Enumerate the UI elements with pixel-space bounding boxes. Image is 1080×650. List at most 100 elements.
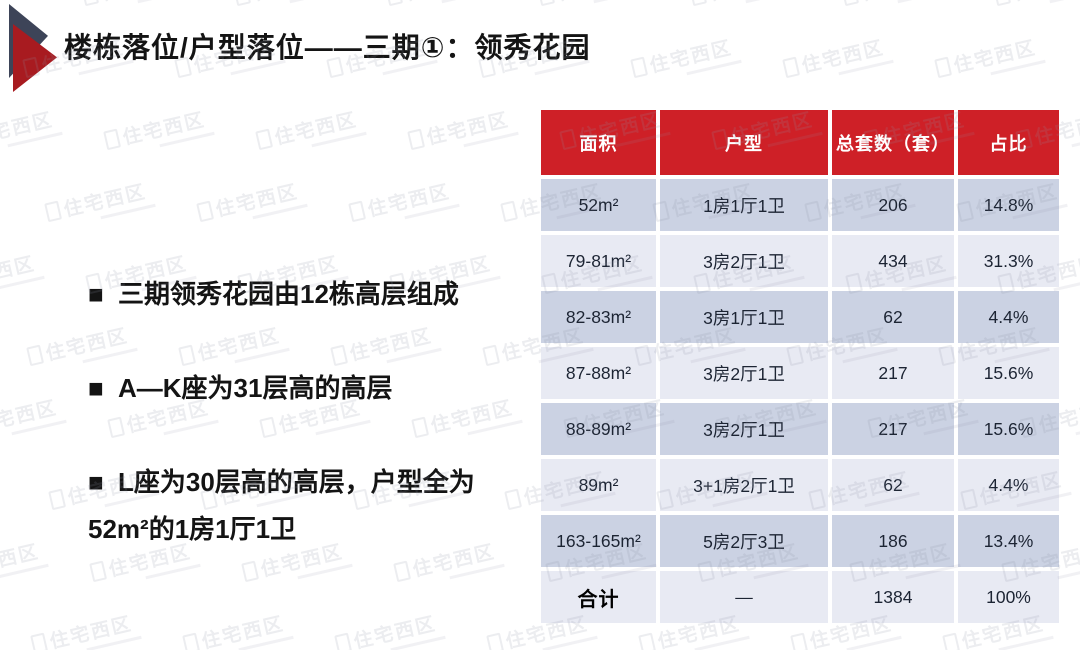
watermark-text: 住宅西区: [424, 105, 512, 150]
watermark-logo-icon: [30, 632, 49, 650]
table-cell: 217: [832, 347, 954, 399]
watermark-logo-icon: [782, 56, 801, 79]
table-cell: 82-83m²: [541, 291, 656, 343]
table-cell: 4.4%: [958, 459, 1059, 511]
table-cell: 206: [832, 179, 954, 231]
watermark: 住宅西区: [195, 177, 301, 226]
watermark-text: 住宅西区: [61, 177, 149, 222]
watermark-text: 住宅西区: [858, 0, 946, 6]
table-cell: 62: [832, 459, 954, 511]
watermark-logo-icon: [241, 560, 260, 583]
watermark: 住宅西区: [0, 393, 60, 442]
watermark: 住宅西区: [80, 0, 186, 10]
watermark: 住宅西区: [181, 609, 287, 650]
table-cell: 434: [832, 235, 954, 287]
watermark-logo-icon: [689, 0, 708, 7]
table-header-cell: 面积: [541, 110, 656, 175]
watermark-logo-icon: [500, 200, 519, 223]
watermark-text: 住宅西区: [0, 249, 38, 294]
table-header-cell: 户型: [660, 110, 828, 175]
watermark: 住宅西区: [406, 105, 512, 154]
bullet-text: L座为30层高的高层，户型全为 52m²的1房1厅1卫: [88, 467, 475, 544]
slide-logo: [0, 0, 70, 100]
watermark-logo-icon: [638, 632, 657, 650]
watermark-logo-icon: [89, 560, 108, 583]
watermark-text: 住宅西区: [0, 393, 60, 438]
watermark-logo-icon: [182, 632, 201, 650]
table-cell: 3+1房2厅1卫: [660, 459, 828, 511]
watermark-logo-icon: [407, 128, 426, 151]
table-cell: 31.3%: [958, 235, 1059, 287]
table-cell: 3房2厅1卫: [660, 403, 828, 455]
watermark: 住宅西区: [840, 0, 946, 10]
watermark: 住宅西区: [333, 609, 439, 650]
bullet-item: ■ A—K座为31层高的高层: [58, 318, 542, 412]
watermark-text: 住宅西区: [199, 609, 287, 650]
table-cell: 88-89m²: [541, 403, 656, 455]
watermark-logo-icon: [255, 128, 274, 151]
bullet-square-icon: ■: [88, 279, 104, 309]
watermark: 住宅西区: [933, 33, 1039, 82]
table-cell: 62: [832, 291, 954, 343]
watermark: 住宅西区: [29, 609, 135, 650]
bullet-item: ■ 三期领秀花园由12栋高层组成: [58, 224, 542, 318]
table-cell: 14.8%: [958, 179, 1059, 231]
bullet-square-icon: ■: [88, 373, 104, 403]
table-cell: 87-88m²: [541, 347, 656, 399]
table-header-cell: 总套数（套）: [832, 110, 954, 175]
watermark: 住宅西区: [254, 105, 360, 154]
watermark-text: 住宅西区: [272, 105, 360, 150]
watermark-logo-icon: [790, 632, 809, 650]
watermark-text: 住宅西区: [554, 0, 642, 6]
watermark-logo-icon: [993, 0, 1012, 7]
watermark-text: 住宅西区: [98, 0, 186, 6]
watermark-text: 住宅西区: [213, 177, 301, 222]
watermark-text: 住宅西区: [951, 33, 1039, 78]
bullet-text: A—K座为31层高的高层: [118, 373, 393, 403]
watermark-logo-icon: [196, 200, 215, 223]
table-cell: 217: [832, 403, 954, 455]
watermark: 住宅西区: [781, 33, 887, 82]
table-cell: 163-165m²: [541, 515, 656, 567]
watermark-text: 住宅西区: [250, 0, 338, 6]
table-total-cell: —: [660, 571, 828, 623]
watermark-logo-icon: [334, 632, 353, 650]
watermark-text: 住宅西区: [799, 33, 887, 78]
watermark-logo-icon: [233, 0, 252, 7]
watermark-text: 住宅西区: [365, 177, 453, 222]
watermark: 住宅西区: [102, 105, 208, 154]
watermark-text: 住宅西区: [351, 609, 439, 650]
table-cell: 13.4%: [958, 515, 1059, 567]
watermark-logo-icon: [942, 632, 961, 650]
watermark-logo-icon: [348, 200, 367, 223]
table-cell: 1房1厅1卫: [660, 179, 828, 231]
watermark-logo-icon: [44, 200, 63, 223]
watermark-logo-icon: [934, 56, 953, 79]
watermark-text: 住宅西区: [0, 105, 56, 150]
watermark-logo-icon: [630, 56, 649, 79]
unit-mix-table: 面积 户型 总套数（套） 占比 52m² 1房1厅1卫 206 14.8% 79-81m² 3房2…: [541, 110, 1059, 623]
watermark-logo-icon: [26, 344, 45, 367]
watermark-logo-icon: [385, 0, 404, 7]
watermark-text: 住宅西区: [647, 33, 735, 78]
watermark: 住宅西区: [992, 0, 1080, 10]
watermark-text: 住宅西区: [706, 0, 794, 6]
watermark: 住宅西区: [0, 249, 38, 298]
watermark: 住宅西区: [347, 177, 453, 226]
table-cell: 79-81m²: [541, 235, 656, 287]
table-total-cell: 100%: [958, 571, 1059, 623]
table-cell: 186: [832, 515, 954, 567]
watermark-logo-icon: [103, 128, 122, 151]
watermark-logo-icon: [486, 632, 505, 650]
table-total-cell: 合计: [541, 571, 656, 623]
watermark-text: 住宅西区: [1010, 0, 1080, 6]
watermark-logo-icon: [393, 560, 412, 583]
table-cell: 52m²: [541, 179, 656, 231]
watermark: 住宅西区: [536, 0, 642, 10]
bullet-list: ■ 三期领秀花园由12栋高层组成 ■ A—K座为31层高的高层 ■ L座为30层高的高…: [58, 224, 542, 553]
watermark: 住宅西区: [629, 33, 735, 82]
watermark: 住宅西区: [43, 177, 149, 226]
watermark: 住宅西区: [0, 537, 42, 586]
table-cell: 15.6%: [958, 347, 1059, 399]
